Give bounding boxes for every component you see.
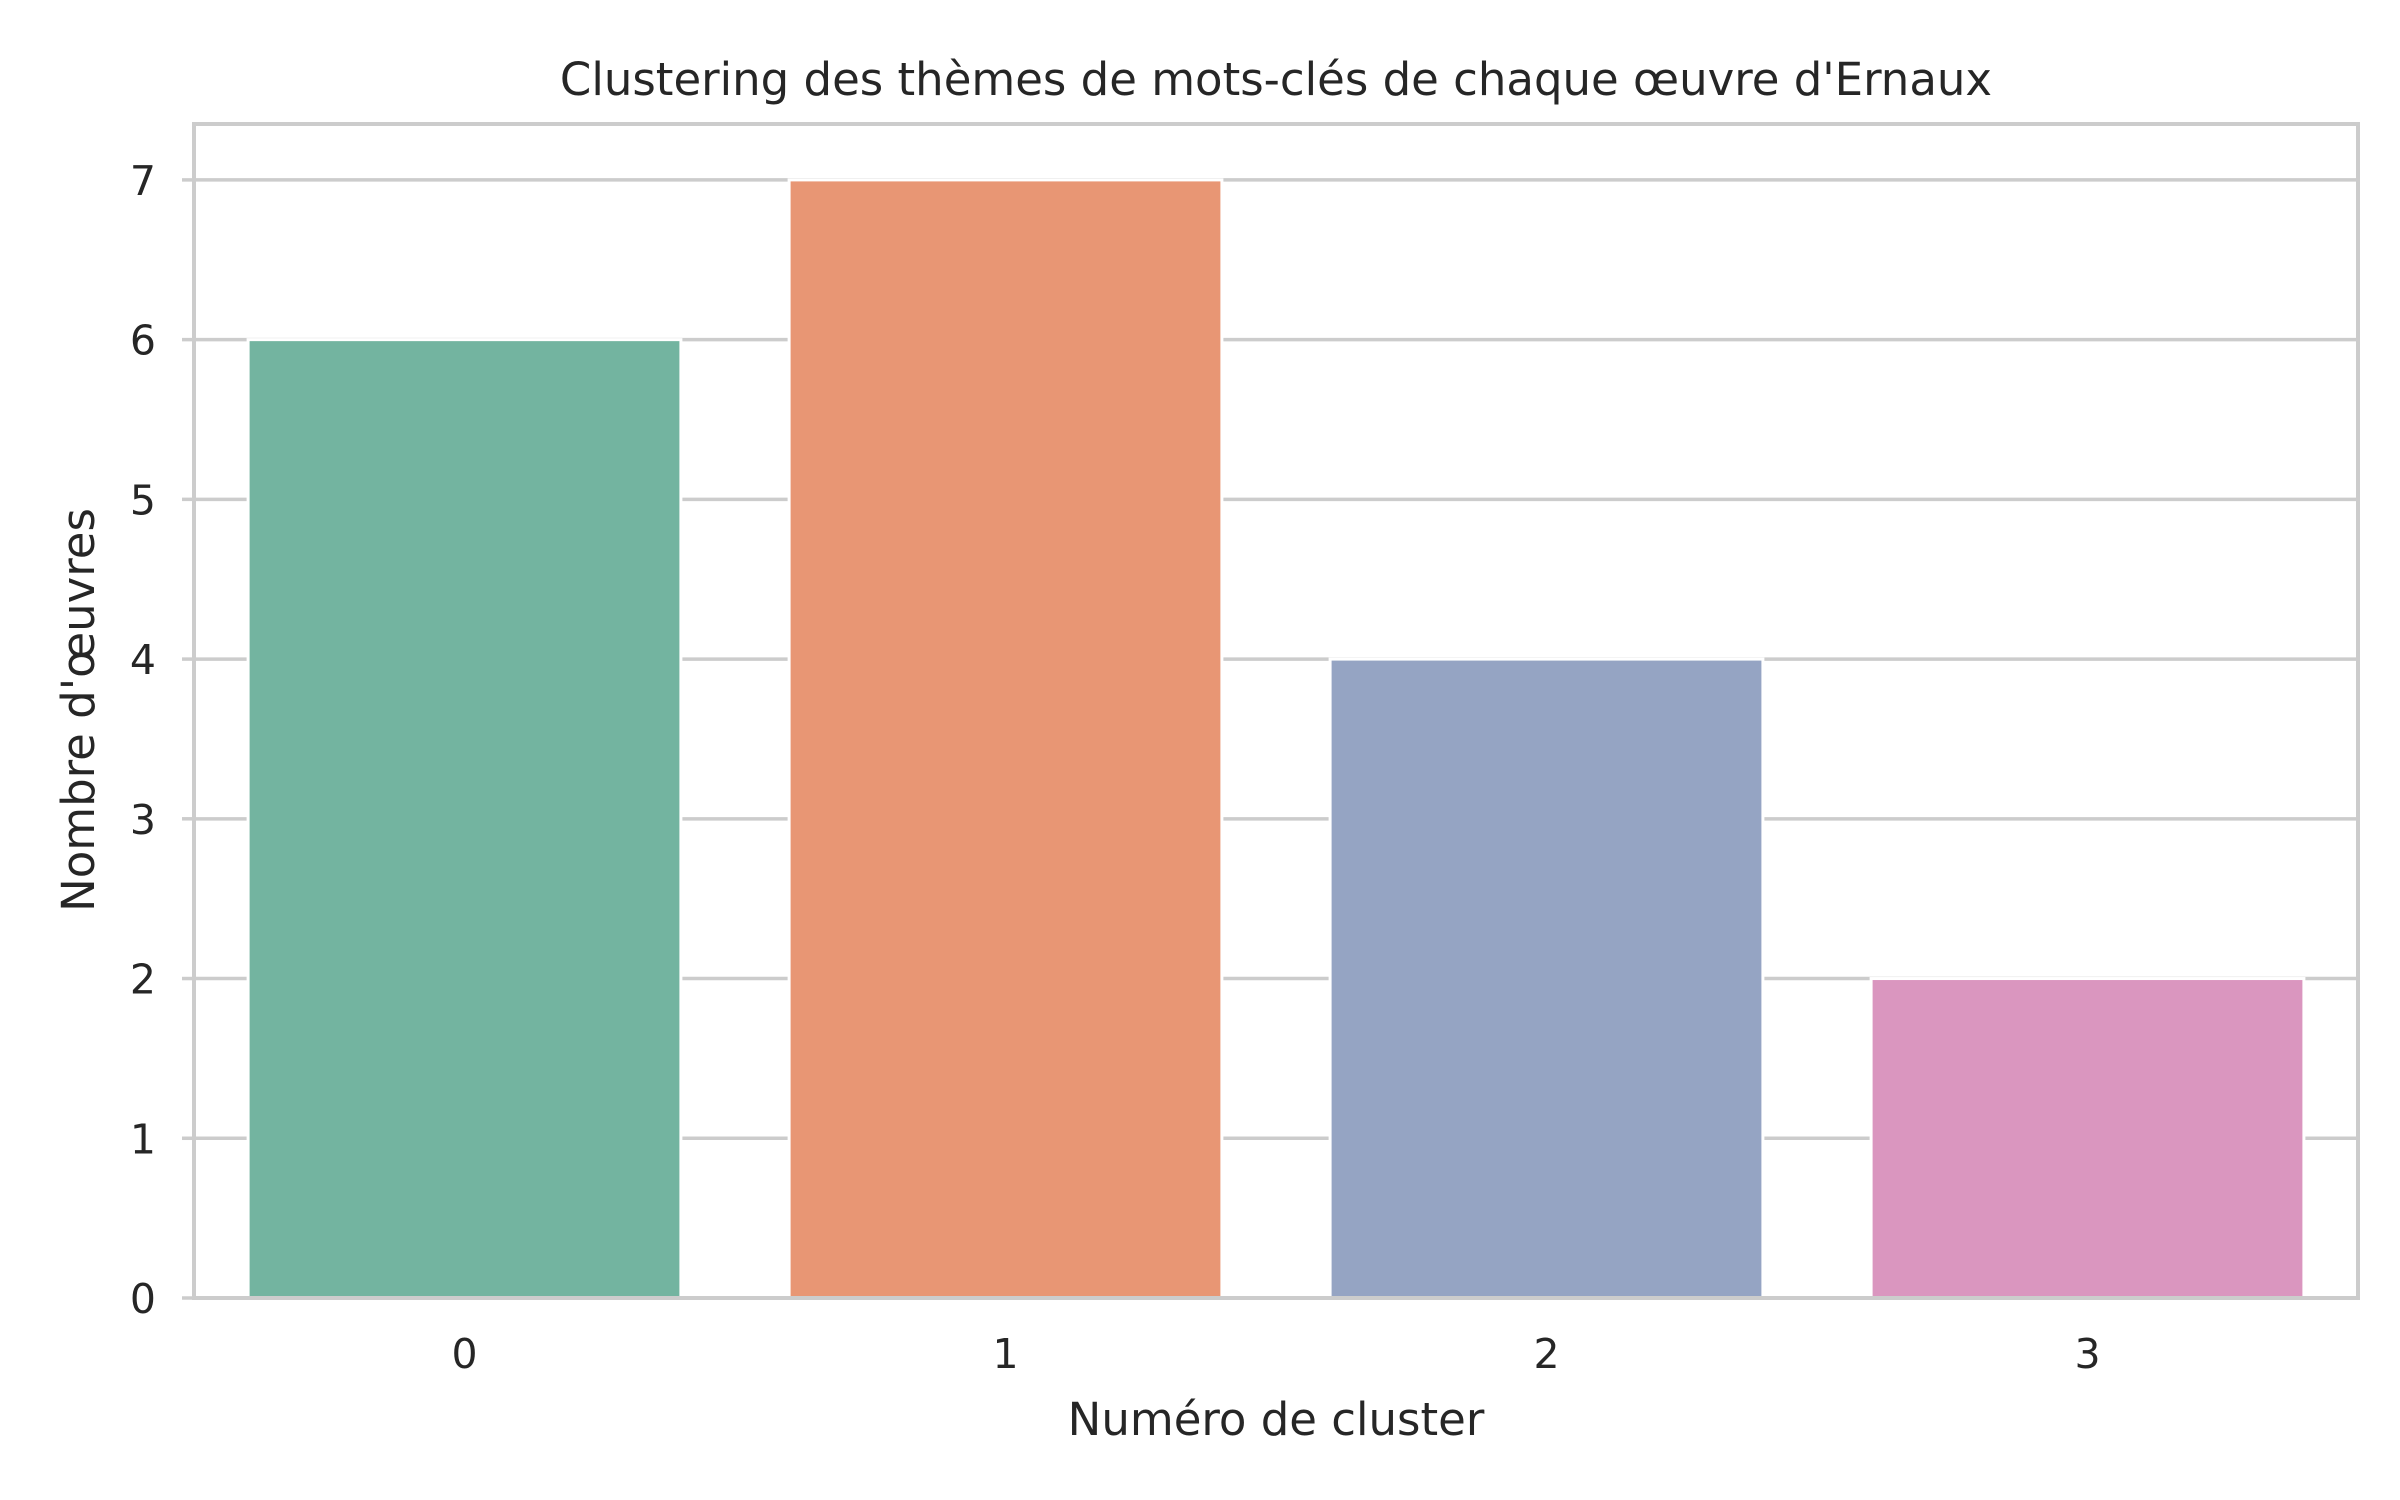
y-tick-label: 4	[130, 636, 156, 684]
x-tick-label: 1	[992, 1330, 1018, 1378]
y-tick-label: 3	[130, 796, 156, 844]
x-tick-label: 2	[1533, 1330, 1559, 1378]
x-tick-label: 0	[451, 1330, 477, 1378]
y-axis-label: Nombre d'œuvres	[52, 508, 105, 912]
y-tick-label: 5	[130, 476, 156, 524]
y-tick-label: 1	[130, 1115, 156, 1163]
y-tick-label: 2	[130, 956, 156, 1004]
x-axis-label: Numéro de cluster	[1068, 1393, 1485, 1446]
chart-title: Clustering des thèmes de mots-clés de ch…	[560, 53, 1992, 106]
y-axis-ticks: 0 1 2 3 4 5 6 7	[130, 157, 194, 1323]
bar-cluster-1	[787, 178, 1224, 1300]
y-tick-label: 6	[130, 317, 156, 365]
bar-cluster-2	[1328, 657, 1765, 1300]
bar-cluster-0	[246, 338, 683, 1300]
x-axis-ticks: 0 1 2 3	[451, 1330, 2100, 1378]
bars	[246, 178, 2306, 1300]
x-tick-label: 3	[2074, 1330, 2100, 1378]
plot-frame	[192, 122, 2360, 1300]
y-tick-label: 7	[130, 157, 156, 205]
y-tick-label: 0	[130, 1275, 156, 1323]
bar-cluster-3	[1869, 977, 2306, 1300]
